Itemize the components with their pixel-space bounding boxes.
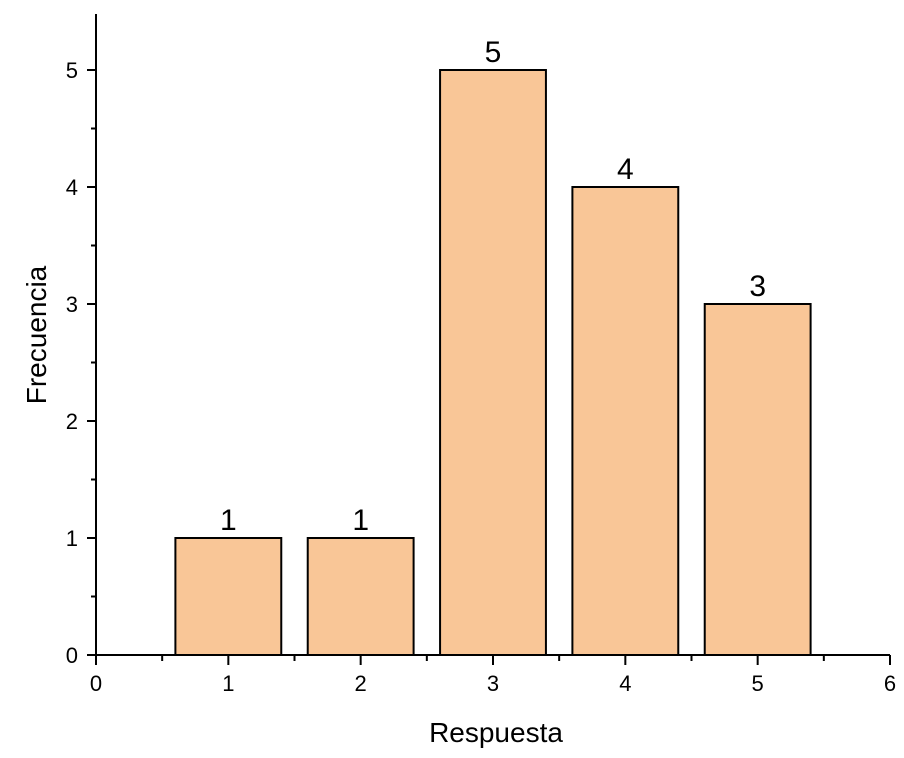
- x-tick-label-2: 2: [355, 671, 367, 696]
- data-labels-layer: 1 1 5 4 3: [220, 36, 766, 537]
- x-tick-label-5: 5: [752, 671, 764, 696]
- data-label-5: 3: [749, 270, 766, 303]
- data-label-1: 1: [220, 504, 237, 537]
- y-tick-label-2: 2: [66, 409, 78, 434]
- bars-layer: [174, 69, 812, 656]
- y-ticks-layer: 0 1 2 3 4 5: [66, 58, 96, 668]
- y-tick-label-0: 0: [66, 643, 78, 668]
- data-label-2: 1: [352, 504, 369, 537]
- bar-4: [571, 186, 680, 656]
- x-tick-label-6: 6: [884, 671, 896, 696]
- y-tick-label-4: 4: [66, 175, 78, 200]
- x-axis-title: Respuesta: [429, 717, 563, 748]
- bar-5: [703, 303, 812, 656]
- x-ticks-layer: 0 1 2 3 4 5 6: [90, 655, 896, 696]
- x-tick-label-1: 1: [222, 671, 234, 696]
- data-label-4: 4: [617, 153, 634, 186]
- bar-2: [306, 537, 415, 656]
- bar-3: [439, 69, 547, 656]
- y-tick-label-1: 1: [66, 526, 78, 551]
- y-tick-label-3: 3: [66, 292, 78, 317]
- x-tick-label-0: 0: [90, 671, 102, 696]
- bar-1: [174, 537, 283, 656]
- y-axis-title: Frecuencia: [21, 265, 52, 404]
- data-label-3: 5: [485, 36, 502, 69]
- x-tick-label-3: 3: [487, 671, 499, 696]
- x-tick-label-4: 4: [619, 671, 631, 696]
- y-tick-label-5: 5: [66, 58, 78, 83]
